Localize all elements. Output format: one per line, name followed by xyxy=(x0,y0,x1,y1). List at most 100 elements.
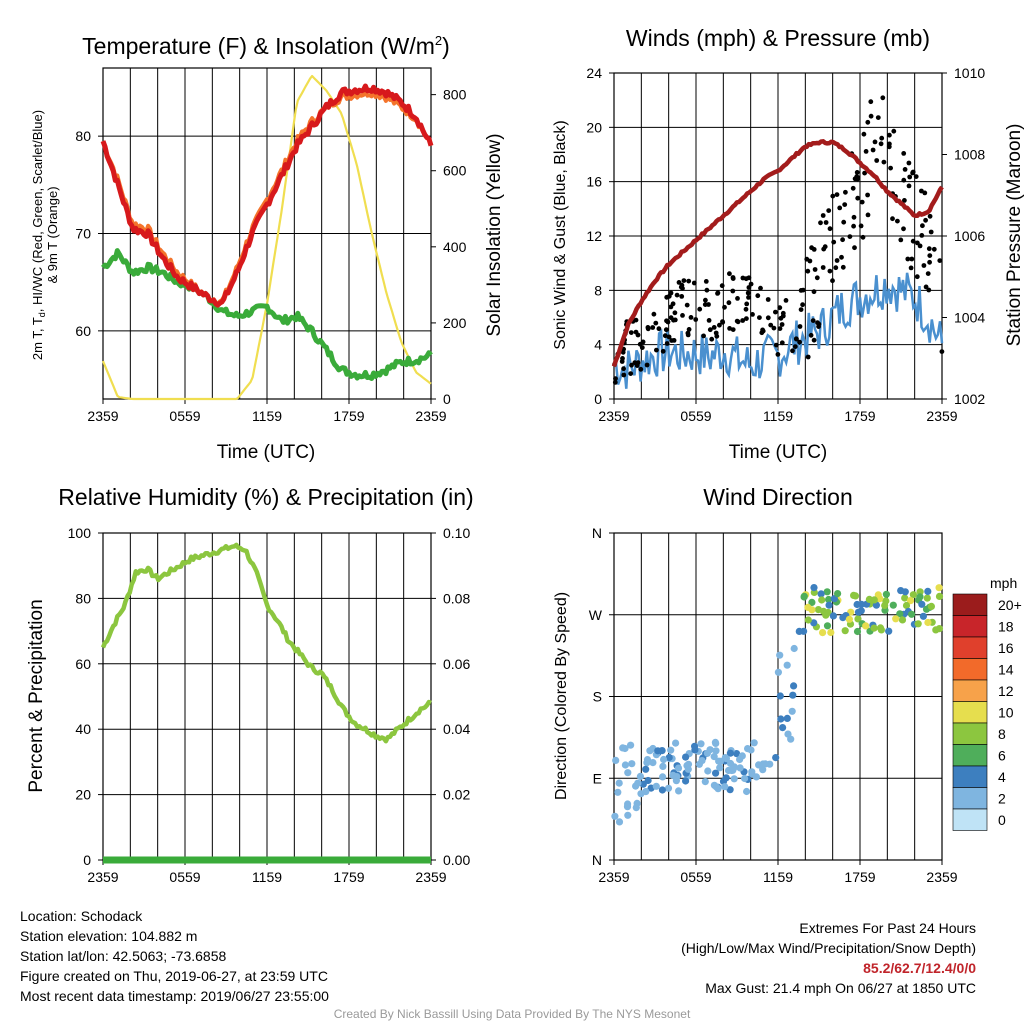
direction-point xyxy=(643,756,652,764)
gust-point xyxy=(711,325,717,330)
gust-point xyxy=(666,293,672,299)
direction-point xyxy=(892,615,900,623)
gust-point xyxy=(931,246,937,252)
wind-xlabel: Time (UTC) xyxy=(729,442,828,463)
direction-point xyxy=(721,783,729,791)
gust-point xyxy=(628,330,634,335)
wind-y2tick-label: 1006 xyxy=(954,228,985,244)
gust-point xyxy=(722,304,727,310)
gust-point xyxy=(640,339,646,345)
direction-point xyxy=(874,591,882,599)
gust-point xyxy=(701,333,706,339)
gust-point xyxy=(861,131,867,137)
direction-point xyxy=(701,778,709,786)
dir-xtick-label: 0559 xyxy=(680,869,711,885)
gust-point xyxy=(621,366,626,372)
direction-point xyxy=(659,762,667,771)
gust-point xyxy=(868,99,874,105)
direction-point xyxy=(916,593,924,601)
gust-point xyxy=(663,327,669,333)
wind-xtick-label: 2359 xyxy=(598,408,629,424)
gust-point xyxy=(755,293,761,299)
gust-point xyxy=(653,320,659,326)
wind-ytick-label: 8 xyxy=(594,282,602,298)
temp-xtick-label: 0559 xyxy=(169,408,200,424)
gust-point xyxy=(771,325,777,331)
wind-y2tick-label: 1004 xyxy=(954,310,985,326)
wind-ytick-label: 12 xyxy=(586,228,602,244)
colorbar-swatch xyxy=(952,765,988,788)
gust-point xyxy=(880,95,886,101)
direction-point xyxy=(665,753,673,762)
gust-point xyxy=(830,278,835,284)
wind-xtick-label: 0559 xyxy=(680,408,711,424)
gust-point xyxy=(780,310,786,316)
gust-point xyxy=(706,318,712,323)
gust-point xyxy=(830,193,836,199)
colorbar-label: 2 xyxy=(998,791,1006,807)
gust-point xyxy=(906,183,912,189)
gust-point xyxy=(726,300,732,306)
gust-point xyxy=(758,285,763,291)
dir-title: Wind Direction xyxy=(703,484,853,510)
direction-point xyxy=(623,803,632,811)
gust-point xyxy=(660,348,666,354)
direction-point xyxy=(823,588,831,596)
direction-point xyxy=(659,773,667,781)
wind-y2label: Station Pressure (Maroon) xyxy=(1004,124,1024,347)
gust-point xyxy=(679,294,685,299)
direction-point xyxy=(877,626,886,634)
colorbar-label: 14 xyxy=(998,662,1014,678)
gust-point xyxy=(727,326,732,331)
wind-ylabel: Sonic Wind & Gust (Blue, Black) xyxy=(552,120,569,349)
direction-point xyxy=(615,818,624,826)
rh-y2tick-label: 0.04 xyxy=(443,721,470,737)
colorbar-label: 16 xyxy=(998,640,1014,656)
direction-point xyxy=(619,744,627,752)
gust-point xyxy=(822,244,828,250)
wind-panel: Winds (mph) & Pressure (mb) Sonic Wind &… xyxy=(552,25,1024,463)
colorbar-label: 10 xyxy=(998,705,1014,721)
direction-point xyxy=(642,765,650,773)
colorbar-swatch xyxy=(952,787,988,810)
max-gust: Max Gust: 21.4 mph On 06/27 at 1850 UTC xyxy=(705,980,976,996)
gust-point xyxy=(887,141,892,147)
temp-ytick-label: 60 xyxy=(75,323,91,339)
gust-point xyxy=(800,302,805,308)
wind-ytick-label: 16 xyxy=(586,174,602,190)
gust-point xyxy=(707,327,713,333)
gust-point xyxy=(820,213,826,218)
direction-point xyxy=(818,596,826,604)
gust-point xyxy=(862,170,867,176)
direction-point xyxy=(664,784,673,792)
gust-point xyxy=(709,336,715,342)
gust-point xyxy=(744,301,750,307)
direction-point xyxy=(814,606,823,614)
gust-point xyxy=(635,332,641,338)
direction-point xyxy=(667,746,675,754)
gust-point xyxy=(840,237,845,243)
direction-point xyxy=(924,587,932,596)
colorbar-swatch xyxy=(952,808,988,831)
gust-point xyxy=(654,347,659,353)
gust-point xyxy=(902,167,908,172)
gust-point xyxy=(859,199,865,205)
gust-point xyxy=(693,317,699,322)
gust-point xyxy=(826,208,832,214)
direction-point xyxy=(919,612,928,620)
direction-point xyxy=(829,612,838,620)
gust-point xyxy=(818,220,823,226)
gust-point xyxy=(865,192,870,198)
wind-ytick-label: 24 xyxy=(586,65,602,81)
direction-point xyxy=(634,779,642,787)
direction-point xyxy=(733,750,741,758)
gust-point xyxy=(790,348,795,354)
temp-y2tick-label: 600 xyxy=(443,163,467,179)
gust-point xyxy=(906,160,912,166)
rh-ylabel: Percent & Precipitation xyxy=(26,599,47,792)
gust-point xyxy=(703,297,708,303)
colorbar-swatch xyxy=(952,658,988,681)
gust-point xyxy=(768,322,774,328)
gust-point xyxy=(839,254,844,260)
gust-point xyxy=(939,349,945,354)
